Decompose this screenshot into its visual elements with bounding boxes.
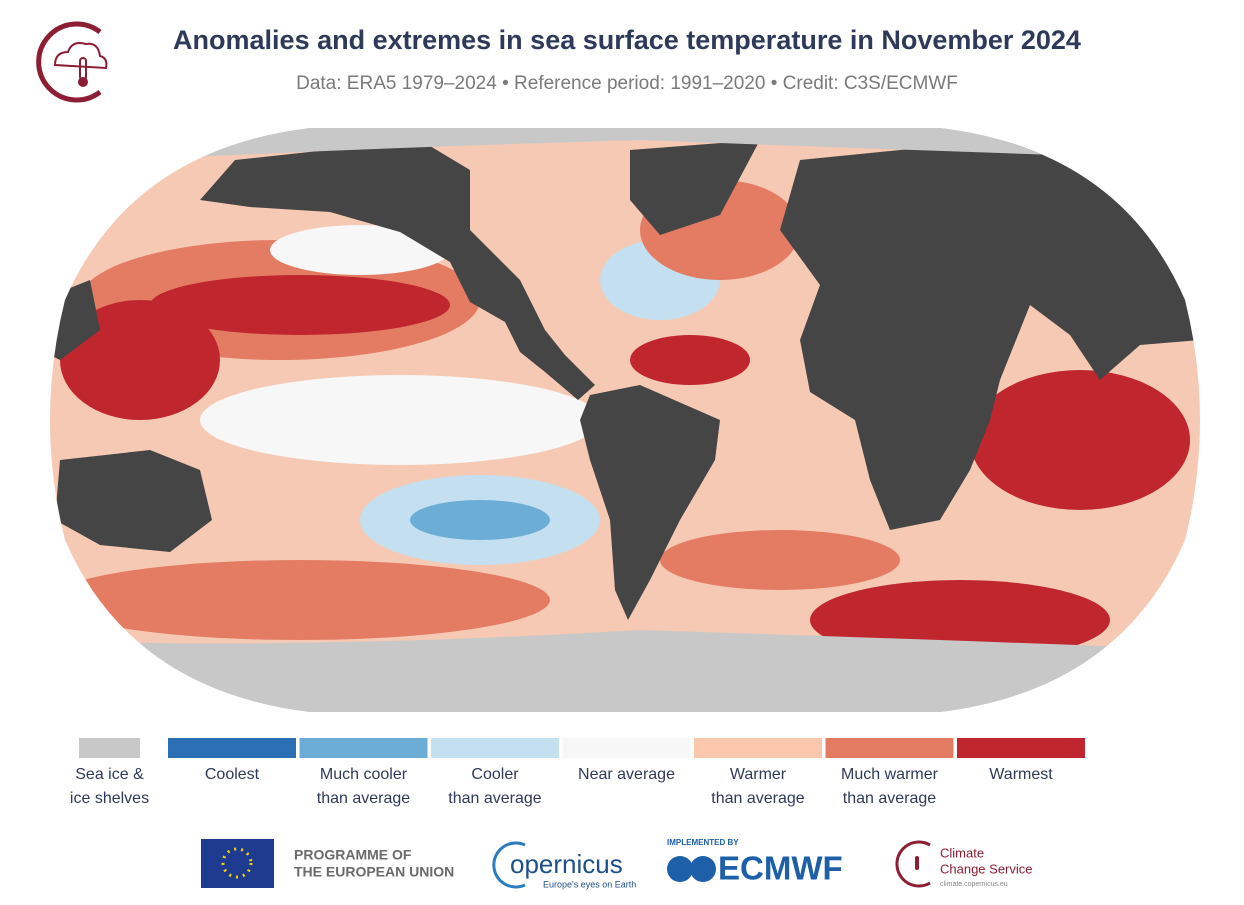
eu-text: PROGRAMME OF [294,847,412,863]
eu-logo: PROGRAMME OF THE EUROPEAN UNION [201,839,454,888]
c3s-logo [36,21,108,103]
eu-text: THE EUROPEAN UNION [294,864,454,880]
map [50,128,1200,712]
legend-swatch [825,738,954,758]
c3s-url: climate.copernicus.eu [940,881,1008,888]
ecmwf-caption: IMPLEMENTED BY [667,838,739,847]
c3s-text: Climate [940,845,984,860]
legend-swatch [168,738,296,758]
legend-label: than average [317,790,411,807]
c3s-footer-logo: Climate Change Service climate.copernicu… [895,840,1033,888]
legend-swatch [299,738,428,758]
copernicus-name: opernicus [510,849,623,879]
copernicus-tagline: Europe's eyes on Earth [543,879,636,889]
legend-label: ice shelves [70,790,149,807]
ecmwf-logo: IMPLEMENTED BY ECMWF [667,838,843,887]
legend-swatch [694,738,822,758]
legend-swatch [431,738,559,758]
c3s-text: Change Service [940,861,1033,876]
ecmwf-name: ECMWF [718,850,843,887]
legend-label: Sea ice & [75,766,144,783]
legend-label: than average [448,790,542,807]
title: Anomalies and extremes in sea surface te… [173,25,1081,55]
legend-swatch [562,738,691,758]
legend-label: Coolest [205,766,260,783]
legend-label: than average [711,790,805,807]
legend-label: Near average [578,766,675,783]
legend-swatch [957,738,1085,758]
copernicus-logo: opernicus Europe's eyes on Earth [492,841,636,889]
legend-swatch [79,738,140,758]
legend-label: Much cooler [320,766,408,783]
legend-label: Much warmer [841,766,939,783]
legend-label: Warmest [989,766,1053,783]
legend: Sea ice & ice shelves Coolest Much cooler th… [70,738,1085,807]
legend-label: Warmer [730,766,787,783]
legend-label: Cooler [471,766,519,783]
subtitle: Data: ERA5 1979–2024 • Reference period:… [296,73,958,94]
legend-label: than average [843,790,937,807]
